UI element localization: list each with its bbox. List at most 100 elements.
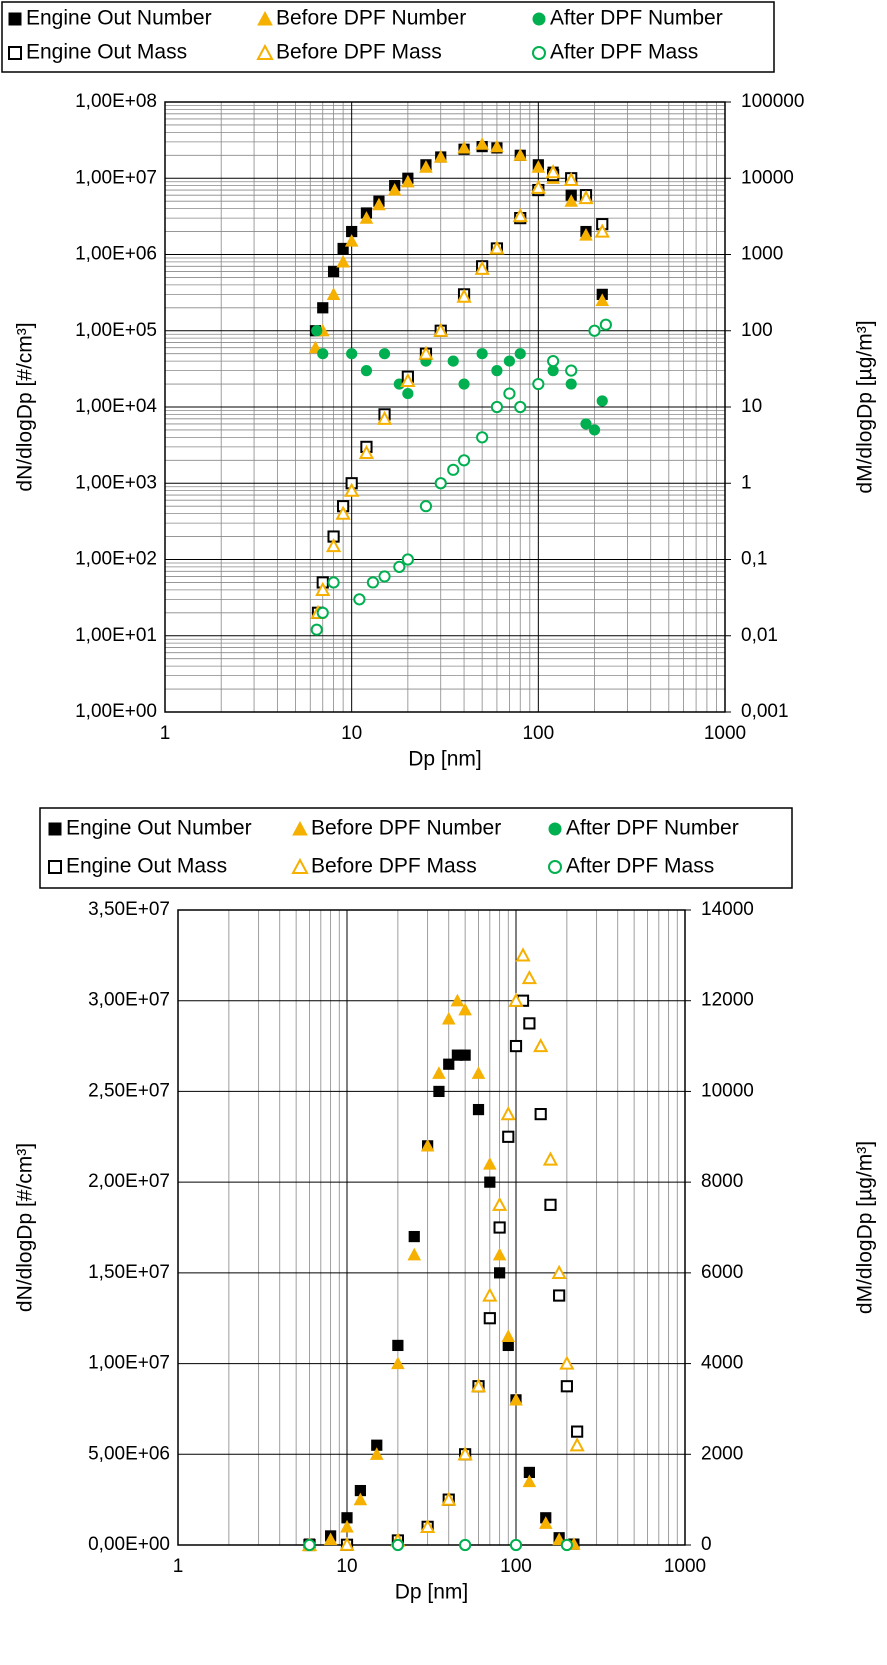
data-point bbox=[340, 1519, 354, 1533]
data-point bbox=[369, 1447, 384, 1460]
y-tick-label: 3,50E+07 bbox=[88, 899, 170, 920]
y2-tick-label: 0,01 bbox=[741, 625, 778, 646]
data-point bbox=[588, 324, 601, 337]
data-point bbox=[419, 160, 433, 173]
data-point bbox=[420, 1138, 435, 1152]
data-point bbox=[509, 1039, 523, 1053]
data-point bbox=[534, 1108, 547, 1121]
data-point bbox=[346, 348, 358, 360]
legend-label: Engine Out Mass bbox=[26, 41, 187, 64]
data-point bbox=[594, 223, 610, 238]
y-tick-label: 5,00E+06 bbox=[88, 1443, 170, 1464]
data-point bbox=[443, 1058, 455, 1070]
data-point bbox=[335, 505, 351, 520]
data-point bbox=[522, 1474, 537, 1488]
data-point bbox=[459, 1538, 472, 1552]
x-tick-label: 1 bbox=[173, 1556, 184, 1577]
legend-marker bbox=[548, 860, 562, 874]
y-tick-label: 1,00E+07 bbox=[75, 167, 157, 188]
data-point bbox=[358, 444, 375, 460]
data-point bbox=[569, 1437, 585, 1452]
y-tick-label: 1,00E+03 bbox=[75, 472, 157, 493]
y2-tick-label: 0 bbox=[701, 1534, 712, 1555]
data-point bbox=[503, 387, 516, 400]
data-point bbox=[353, 1492, 368, 1506]
legend-label: Before DPF Number bbox=[276, 7, 466, 30]
y2-tick-label: 1000 bbox=[741, 244, 783, 265]
data-point bbox=[500, 1106, 516, 1121]
y2-tick-label: 6000 bbox=[701, 1262, 743, 1283]
legend-marker bbox=[257, 10, 273, 26]
y2-tick-label: 100 bbox=[741, 320, 773, 341]
data-point bbox=[564, 194, 578, 207]
data-point bbox=[595, 293, 610, 307]
data-point bbox=[457, 454, 471, 467]
chart: 1 10 100 1000 0,00E+00 5,00E+06 1,00E+07 1,50E+… bbox=[14, 899, 877, 1604]
data-point bbox=[378, 570, 391, 583]
data-point bbox=[531, 160, 546, 173]
data-point bbox=[596, 395, 608, 407]
data-point bbox=[407, 1247, 422, 1261]
data-point bbox=[547, 354, 560, 368]
legend-marker bbox=[292, 820, 308, 836]
data-point bbox=[472, 1103, 485, 1116]
data-point bbox=[514, 400, 527, 414]
y2-tick-label: 4000 bbox=[701, 1353, 743, 1374]
data-point bbox=[419, 500, 433, 513]
data-point bbox=[456, 288, 472, 303]
data-point bbox=[432, 1066, 446, 1079]
y-axis-title: dN/dlogDp [#/cm³] bbox=[14, 322, 37, 491]
y2-tick-label: 100000 bbox=[741, 91, 804, 112]
data-point bbox=[441, 1011, 456, 1025]
data-point bbox=[482, 1287, 498, 1302]
data-point bbox=[579, 228, 593, 241]
y-tick-label: 1,00E+02 bbox=[75, 549, 157, 570]
data-point bbox=[401, 174, 415, 188]
data-point bbox=[316, 606, 329, 619]
data-point bbox=[483, 1156, 497, 1170]
data-point bbox=[515, 947, 531, 962]
data-point bbox=[458, 378, 470, 390]
data-point bbox=[471, 1066, 486, 1079]
legend-label: Engine Out Number bbox=[26, 7, 212, 30]
legend-marker bbox=[291, 857, 309, 874]
data-point bbox=[359, 211, 374, 224]
data-point bbox=[490, 139, 504, 153]
data-point bbox=[391, 1356, 405, 1370]
legend-label: After DPF Number bbox=[550, 7, 723, 30]
data-point bbox=[433, 1085, 445, 1098]
legend-marker bbox=[256, 43, 274, 60]
data-point bbox=[491, 365, 503, 377]
x-tick-label: 100 bbox=[500, 1556, 532, 1577]
data-point bbox=[353, 593, 366, 606]
data-point bbox=[514, 348, 526, 360]
y-tick-label: 1,00E+01 bbox=[75, 625, 157, 646]
data-point bbox=[580, 418, 592, 430]
x-axis-title: Dp [nm] bbox=[408, 748, 482, 771]
data-point bbox=[532, 377, 545, 391]
data-point bbox=[565, 364, 578, 377]
data-point bbox=[402, 387, 414, 400]
legend-marker bbox=[8, 46, 22, 60]
legend-label: Before DPF Number bbox=[311, 817, 501, 840]
data-point bbox=[310, 623, 323, 636]
y-tick-label: 1,00E+04 bbox=[75, 396, 157, 417]
data-point bbox=[344, 482, 360, 497]
data-point bbox=[475, 137, 489, 150]
x-tick-label: 1000 bbox=[664, 1556, 706, 1577]
y2-axis-title: dM/dlogDp [µg/m³] bbox=[854, 320, 877, 493]
data-point bbox=[476, 431, 489, 444]
y2-tick-label: 12000 bbox=[701, 990, 754, 1011]
data-point bbox=[366, 576, 380, 589]
data-point bbox=[533, 1038, 549, 1053]
data-point bbox=[447, 463, 460, 476]
x-tick-label: 10 bbox=[341, 723, 362, 744]
y2-tick-label: 2000 bbox=[701, 1443, 743, 1464]
legend-marker bbox=[532, 46, 546, 60]
data-point bbox=[545, 164, 561, 179]
data-point bbox=[599, 318, 612, 331]
data-point bbox=[523, 1017, 536, 1030]
data-point bbox=[544, 1198, 557, 1211]
data-point bbox=[491, 1196, 508, 1211]
